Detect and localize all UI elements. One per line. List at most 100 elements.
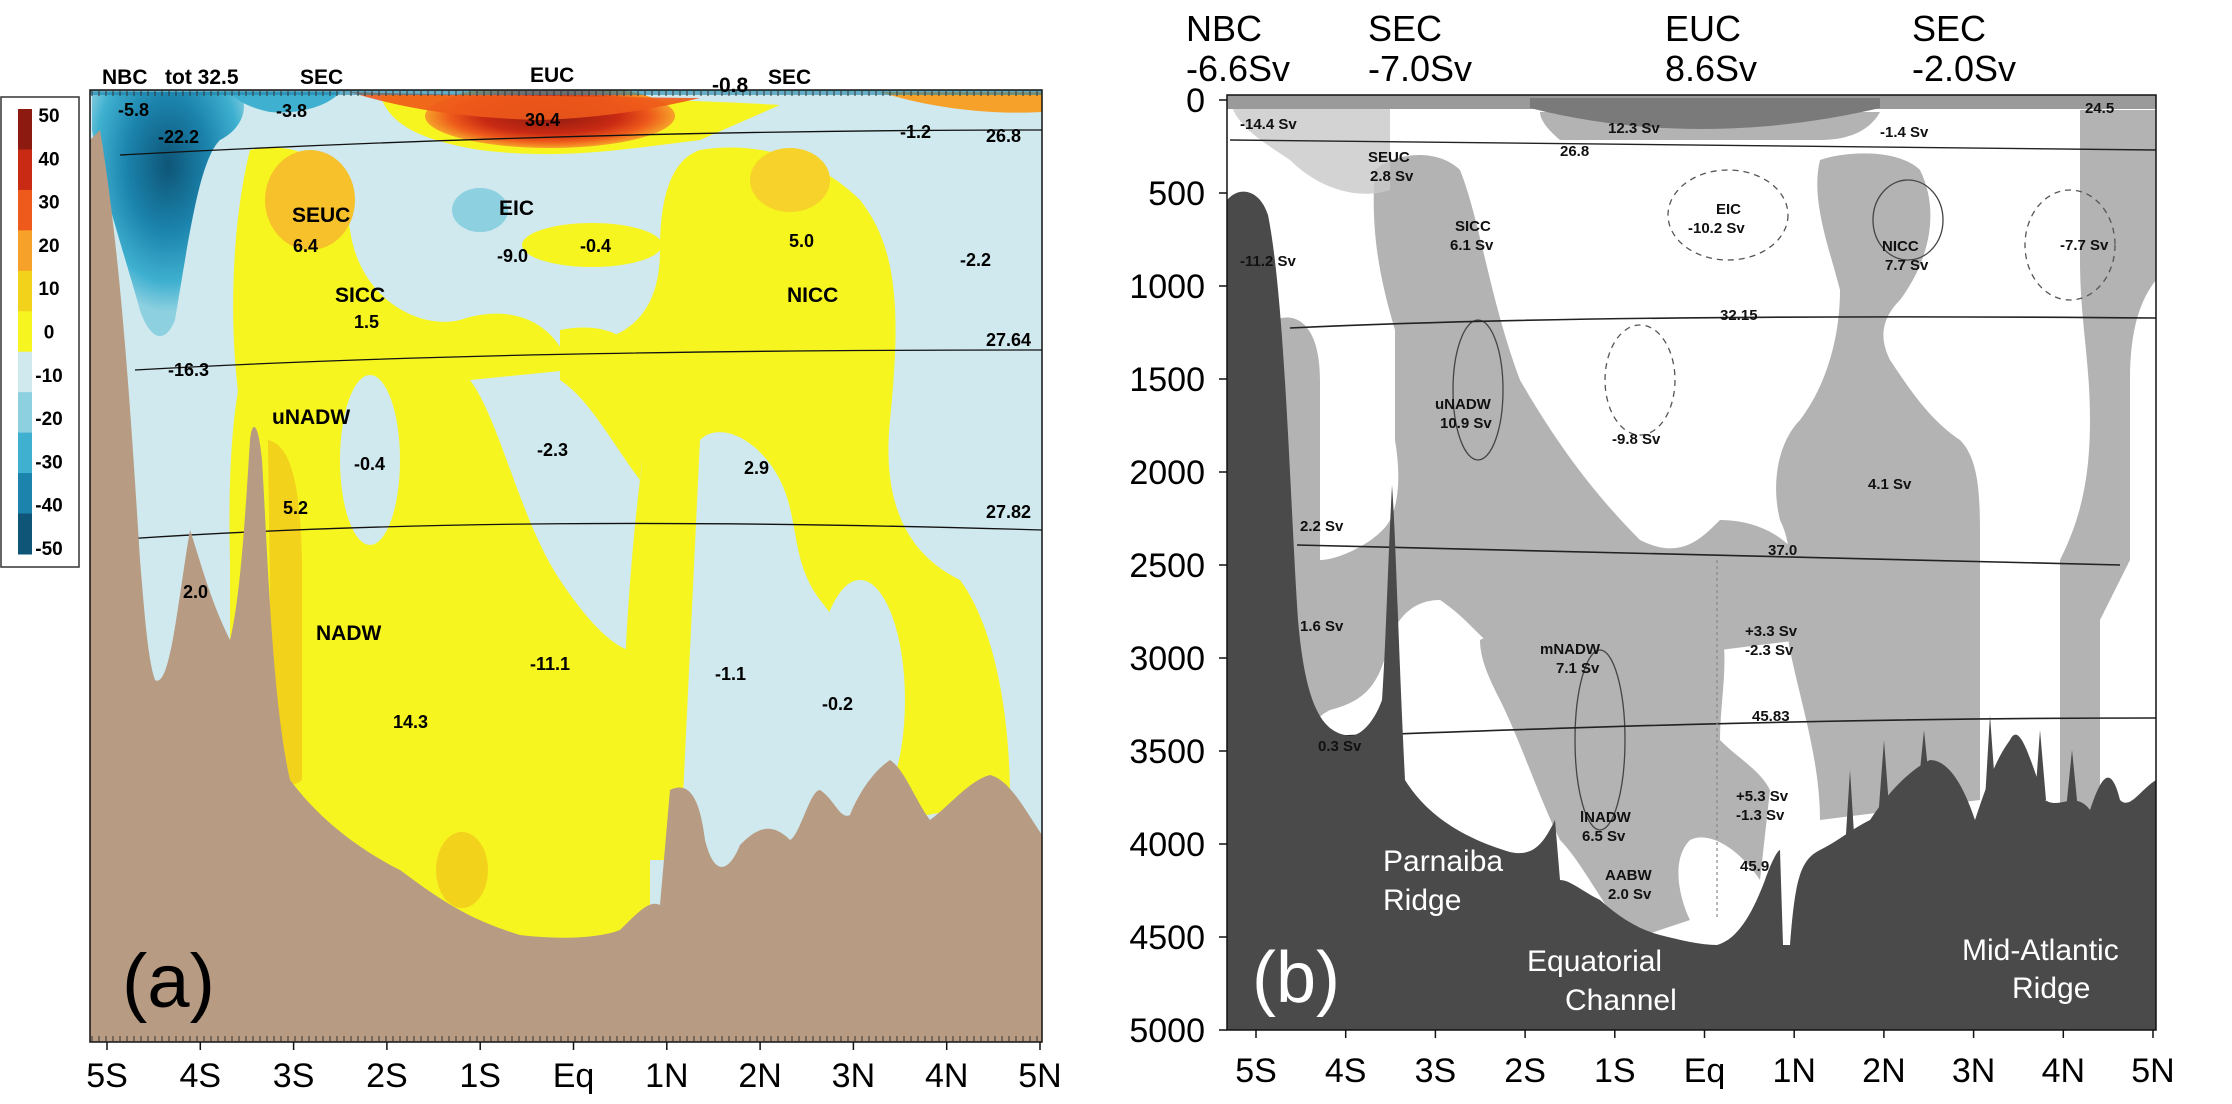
x-tick-label: 3S: [273, 1057, 315, 1095]
colorbar-swatch: [18, 270, 32, 312]
b-v16: 1.6 Sv: [1300, 618, 1344, 635]
b-mnadw: mNADW: [1540, 641, 1601, 658]
orange-core-nicc: [750, 148, 830, 212]
val-111: -11.1: [530, 654, 570, 674]
colorbar-tick-label: -10: [35, 366, 62, 387]
y-tick-label: 3000: [1129, 640, 1205, 678]
b-d4583: 45.83: [1752, 708, 1790, 725]
x-tick-label: 5N: [1018, 1057, 1061, 1095]
val-23: -2.3: [537, 440, 568, 460]
x-axis-b: 5S 4S 3S 2S 1S Eq 1N 2N 3N 4N 5N: [1235, 1030, 2175, 1090]
header-current-name: NBC: [1186, 8, 1262, 49]
iso-2782: 27.82: [986, 502, 1031, 522]
header-current-name: EUC: [1665, 8, 1741, 49]
colorbar-swatch: [18, 311, 32, 353]
x-tick-label: 5S: [1235, 1052, 1277, 1090]
b-v123: 12.3 Sv: [1608, 120, 1660, 137]
colorbar-swatches: [18, 109, 32, 555]
b-lnadw: lNADW: [1580, 809, 1632, 826]
colorbar-tick-label: 30: [38, 193, 59, 214]
ridge-mar-2: Ridge: [2012, 972, 2090, 1005]
yellow-patch-04: [522, 223, 662, 267]
val-22: -2.2: [960, 250, 991, 270]
bathymetry-b: [1227, 191, 2156, 1030]
colorbar-swatch: [18, 230, 32, 272]
colorbar-tick-label: -40: [35, 496, 62, 517]
grey-mid-deep: [1480, 600, 1770, 940]
b-unadw: uNADW: [1435, 396, 1492, 413]
label-sicc-a: SICC: [335, 284, 385, 307]
val-11: -1.1: [715, 664, 746, 684]
ridge-channel-2: Channel: [1565, 984, 1677, 1017]
b-sicc-v: 6.1 Sv: [1450, 237, 1494, 254]
x-tick-label: 3S: [1415, 1052, 1457, 1090]
surface-euc-core: [1530, 98, 1880, 129]
yellow-region-eq: [560, 327, 650, 480]
panel-b-label: (b): [1252, 938, 1340, 1018]
grey-east-column: [1776, 153, 1980, 820]
label-seuc-a: SEUC: [292, 204, 350, 227]
val-seuc: 6.4: [293, 236, 318, 256]
b-eic-v: -10.2 Sv: [1688, 220, 1745, 237]
unadw-contour: [1452, 319, 1504, 461]
west-contour: [2024, 189, 2116, 301]
val-04a: -0.4: [580, 236, 611, 256]
mnadw-contour: [1574, 649, 1626, 831]
b-v22: 2.2 Sv: [1300, 518, 1344, 535]
iso-2764: 27.64: [986, 330, 1031, 350]
panel-a-label: (a): [122, 939, 215, 1024]
x-tick-label: Eq: [553, 1057, 595, 1095]
header-current-value: -7.0Sv: [1368, 48, 1472, 89]
b-v03: 0.3 Sv: [1318, 738, 1362, 755]
b-nicc: NICC: [1882, 238, 1919, 255]
b-d3215: 32.15: [1720, 307, 1758, 324]
colorbar-tick-label: -50: [35, 539, 62, 560]
ridge-channel-1: Equatorial: [1527, 945, 1662, 978]
x-tick-label: 5N: [2131, 1052, 2174, 1090]
label-nicc-a: NICC: [787, 284, 838, 307]
b-eic: EIC: [1716, 201, 1741, 218]
b-sicc: SICC: [1455, 218, 1491, 235]
b-d245: 24.5: [2085, 100, 2114, 117]
colorbar-tick-label: -20: [35, 409, 62, 430]
eic-contour: [1667, 169, 1789, 261]
colorbar-swatch: [18, 513, 32, 555]
colorbar-tick-label: 10: [38, 279, 59, 300]
y-axis-b: 0 500 1000 1500 2000 2500 3000 3500 4000 4500 5000: [1129, 82, 1227, 1050]
x-tick-label: 1N: [1772, 1052, 1815, 1090]
x-tick-label: 4N: [925, 1057, 968, 1095]
val-nbc: -5.8: [118, 100, 149, 120]
x-tick-label: Eq: [1684, 1052, 1726, 1090]
label-unadw-a: uNADW: [272, 406, 350, 429]
density-3215: [1289, 316, 2156, 329]
grey-west-lower: [1290, 560, 1390, 780]
label-tot: tot 32.5: [165, 66, 239, 89]
cyan-pocket-eic: [452, 188, 508, 232]
x-tick-label: 4N: [2042, 1052, 2085, 1090]
val-02: -0.2: [822, 694, 853, 714]
x-tick-label: 4S: [1325, 1052, 1367, 1090]
val-20: 2.0: [183, 582, 208, 602]
x-tick-label: 4S: [180, 1057, 222, 1095]
x-tick-label: 1N: [645, 1057, 688, 1095]
top-ticks-a: [91, 90, 1038, 1042]
header-current-name: SEC: [1912, 8, 1986, 49]
cyan-pocket-unadw: [340, 375, 400, 545]
y-tick-label: 0: [1186, 82, 1205, 120]
b-v112: -11.2 Sv: [1240, 253, 1297, 270]
yellow-region-east: [600, 147, 1010, 860]
b-d268: 26.8: [1560, 143, 1589, 160]
b-v53: +5.3 Sv: [1736, 788, 1789, 805]
val-sicc: 1.5: [354, 312, 379, 332]
isopycnal-2764: [134, 349, 1042, 371]
panel-a: 50 40 30 20 10 0 -10 -20 -30 -40 -50: [0, 64, 1062, 1095]
val-04b: -0.4: [354, 454, 385, 474]
y-tick-label: 1000: [1129, 268, 1205, 306]
b-v13: -1.3 Sv: [1736, 807, 1785, 824]
x-tick-label: 2N: [738, 1057, 781, 1095]
label-sec-a2: SEC: [768, 66, 811, 89]
section-a: (a): [90, 90, 1042, 1042]
